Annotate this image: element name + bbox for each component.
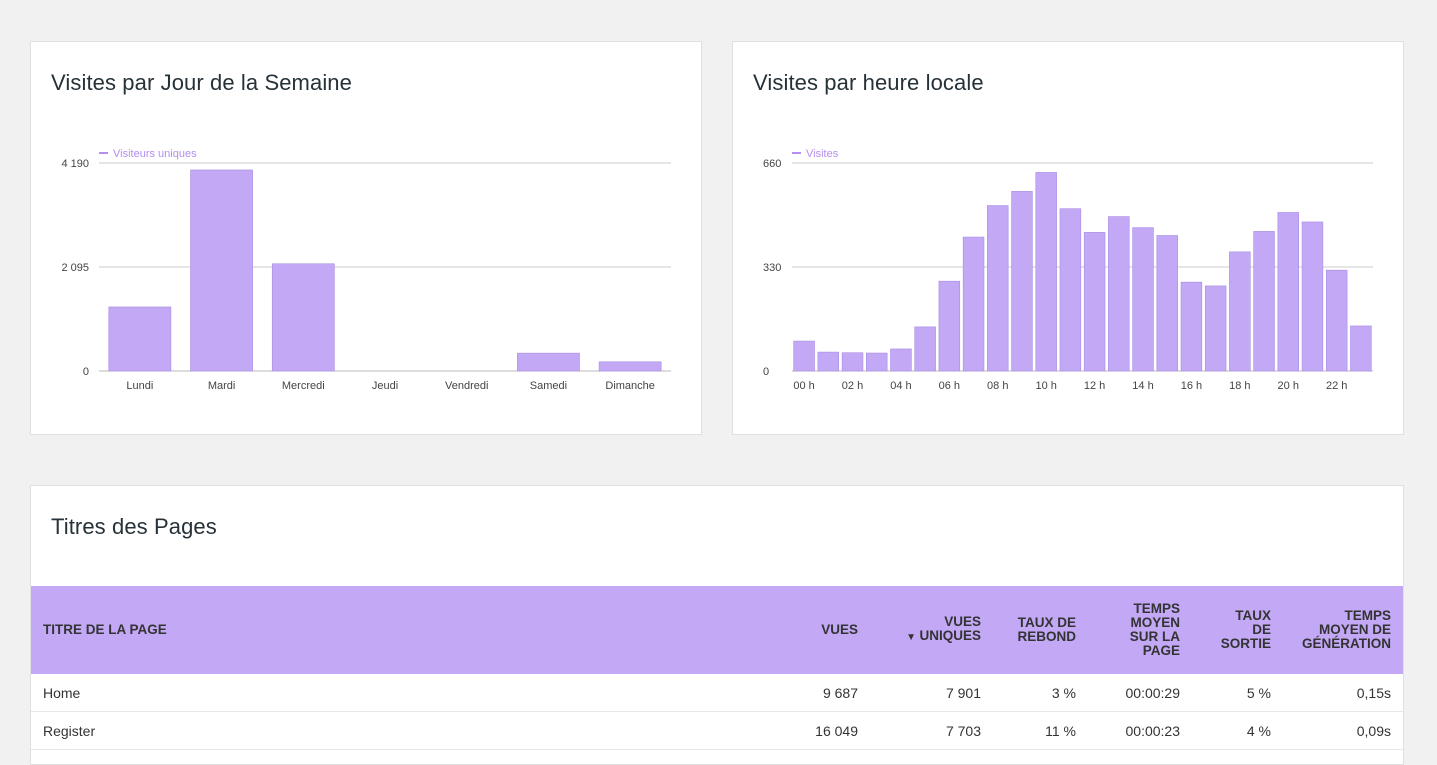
- bar: [817, 351, 840, 372]
- column-header-avg-time-on-page[interactable]: TEMPS MOYEN SUR LA PAGE: [1088, 586, 1192, 674]
- column-header-page-title[interactable]: TITRE DE LA PAGE: [31, 586, 776, 674]
- x-tick-label: Mardi: [208, 380, 236, 392]
- column-header-exit-rate[interactable]: TAUX DE SORTIE: [1192, 586, 1283, 674]
- column-header-unique-views[interactable]: ▼VUES UNIQUES: [870, 586, 993, 674]
- bar: [1083, 232, 1106, 372]
- hourly-visits-chart: 0 330 660 Visites 00 h 02 h 04 h 06 h 08 h 10 h 12…: [763, 148, 1373, 392]
- x-tick-label: Mercredi: [282, 380, 325, 392]
- cell-unique-views: 7 901: [870, 674, 993, 712]
- bar: [271, 263, 335, 372]
- cell-page-title[interactable]: Register: [31, 711, 776, 750]
- x-tick-label: 04 h: [890, 380, 911, 392]
- bar: [1229, 251, 1251, 372]
- x-tick-label: 18 h: [1229, 380, 1250, 392]
- bar: [1253, 231, 1275, 372]
- y-tick-label: 4 190: [61, 158, 89, 170]
- page-titles-table: TITRE DE LA PAGE VUES ▼VUES UNIQUES TAUX…: [31, 586, 1403, 750]
- bar: [1301, 221, 1324, 372]
- cell-views: 9 687: [776, 674, 870, 712]
- bar: [987, 205, 1009, 372]
- page-titles-title: Titres des Pages: [51, 514, 217, 539]
- x-tick-label: Samedi: [530, 380, 567, 392]
- bar: [598, 361, 662, 372]
- bar: [841, 352, 864, 372]
- bar: [1035, 172, 1057, 372]
- table-row[interactable]: Home 9 687 7 901 3 % 00:00:29 5 % 0,15s: [31, 674, 1403, 712]
- y-tick-label: 2 095: [61, 262, 89, 274]
- table-row[interactable]: Register 16 049 7 703 11 % 00:00:23 4 % …: [31, 711, 1403, 750]
- bar: [108, 306, 172, 372]
- bar: [1277, 212, 1299, 372]
- table-header-row: TITRE DE LA PAGE VUES ▼VUES UNIQUES TAUX…: [31, 586, 1403, 674]
- x-tick-label: 02 h: [842, 380, 863, 392]
- x-tick-label: 00 h: [793, 380, 814, 392]
- cell-avg-generation-time: 0,15s: [1283, 674, 1403, 712]
- hourly-visits-title: Visites par heure locale: [753, 70, 984, 95]
- bar: [1156, 235, 1178, 372]
- bar: [866, 352, 888, 372]
- page-titles-card: Titres des Pages TITRE DE LA PAGE VUES ▼…: [30, 485, 1404, 765]
- bar: [1132, 227, 1154, 372]
- weekday-visits-title: Visites par Jour de la Semaine: [51, 70, 352, 95]
- cell-bounce-rate: 3 %: [993, 674, 1088, 712]
- sort-descending-icon: ▼: [906, 632, 916, 643]
- cell-bounce-rate: 11 %: [993, 711, 1088, 750]
- bar: [914, 326, 936, 372]
- cell-avg-time-on-page: 00:00:23: [1088, 711, 1192, 750]
- cell-avg-time-on-page: 00:00:29: [1088, 674, 1192, 712]
- bar: [1350, 325, 1372, 372]
- bar: [1325, 269, 1348, 372]
- bar: [1180, 281, 1203, 372]
- cell-exit-rate: 4 %: [1192, 711, 1283, 750]
- x-tick-label: Vendredi: [445, 380, 488, 392]
- x-tick-label: 22 h: [1326, 380, 1347, 392]
- column-header-bounce-rate[interactable]: TAUX DE REBOND: [993, 586, 1088, 674]
- legend-label: Visites: [806, 148, 839, 160]
- bar: [1011, 191, 1033, 372]
- legend-label: Visiteurs uniques: [113, 148, 197, 160]
- y-tick-label: 330: [763, 262, 781, 274]
- x-tick-label: 12 h: [1084, 380, 1105, 392]
- x-tick-label: Lundi: [126, 380, 153, 392]
- x-tick-label: 08 h: [987, 380, 1008, 392]
- x-tick-label: 14 h: [1132, 380, 1153, 392]
- bar: [890, 348, 912, 372]
- weekday-visits-card: Visites par Jour de la Semaine 0 2 095 4 1…: [30, 41, 702, 435]
- x-tick-label: 06 h: [939, 380, 960, 392]
- bar: [1059, 208, 1082, 372]
- column-header-views[interactable]: VUES: [776, 586, 870, 674]
- y-tick-label: 0: [763, 366, 769, 378]
- bar: [938, 280, 961, 372]
- x-tick-label: Dimanche: [605, 380, 655, 392]
- cell-unique-views: 7 703: [870, 711, 993, 750]
- x-tick-label: 10 h: [1035, 380, 1056, 392]
- bar: [517, 352, 580, 372]
- cell-avg-generation-time: 0,09s: [1283, 711, 1403, 750]
- hourly-visits-card: Visites par heure locale 0 330 660 Visites 0…: [732, 41, 1404, 435]
- x-tick-label: 16 h: [1181, 380, 1202, 392]
- bar: [962, 236, 985, 372]
- bar: [793, 340, 815, 372]
- column-header-avg-generation-time[interactable]: TEMPS MOYEN DE GÉNÉRATION: [1283, 586, 1403, 674]
- weekday-visits-chart: 0 2 095 4 190 Visiteurs uniques Lundi Mardi Me…: [61, 148, 671, 392]
- cell-exit-rate: 5 %: [1192, 674, 1283, 712]
- bar: [190, 169, 253, 372]
- bar: [1108, 216, 1130, 372]
- y-tick-label: 0: [83, 366, 89, 378]
- x-tick-label: 20 h: [1278, 380, 1299, 392]
- x-tick-label: Jeudi: [372, 380, 398, 392]
- cell-views: 16 049: [776, 711, 870, 750]
- y-tick-label: 660: [763, 158, 781, 170]
- cell-page-title[interactable]: Home: [31, 674, 776, 712]
- bar: [1204, 285, 1227, 372]
